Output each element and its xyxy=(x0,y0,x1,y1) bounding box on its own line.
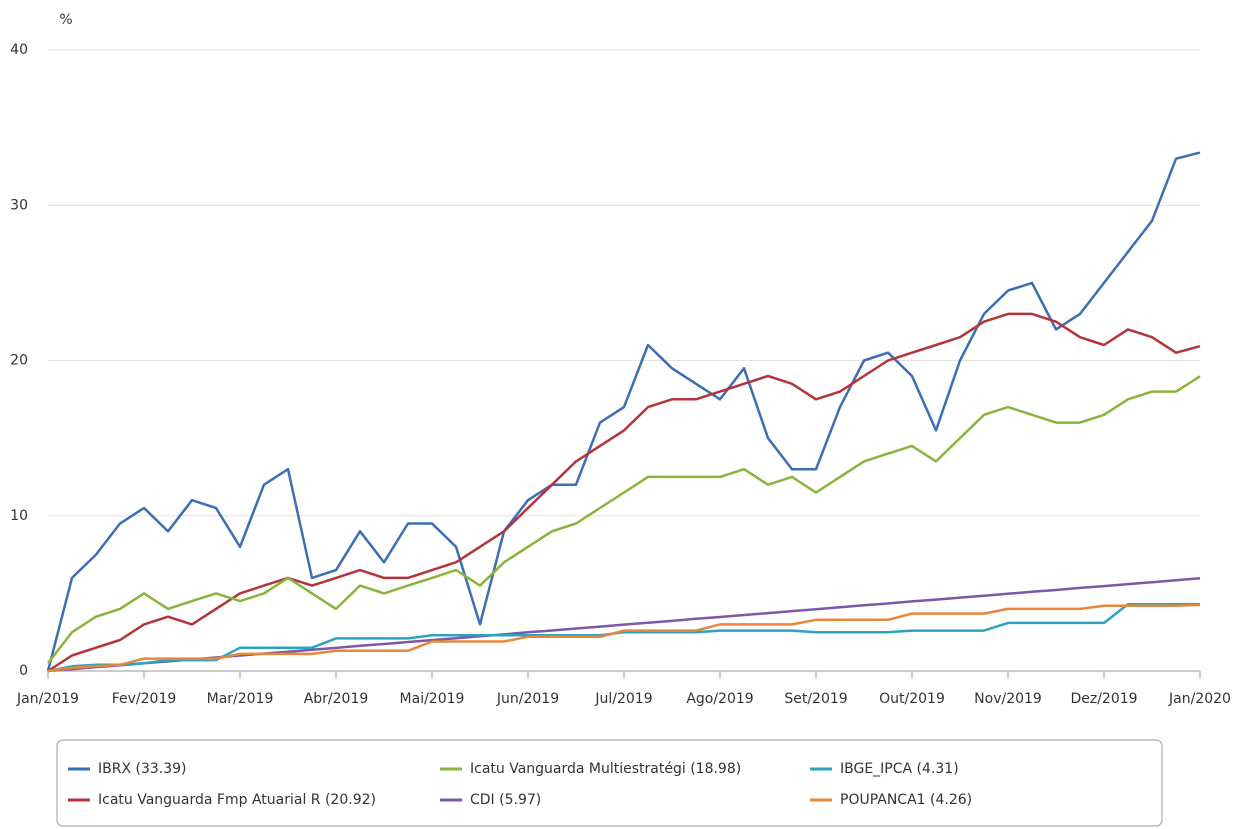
x-tick-label: Dez/2019 xyxy=(1070,691,1137,707)
series-line xyxy=(47,375,1201,664)
legend-label: Icatu Vanguarda Multiestratégi (18.98) xyxy=(470,761,741,777)
y-tick-label: 40 xyxy=(10,42,28,58)
series-line xyxy=(46,151,1201,672)
legend-label: CDI (5.97) xyxy=(470,792,541,808)
series-line xyxy=(47,577,1201,673)
y-tick-label: 30 xyxy=(10,197,28,213)
series-line xyxy=(47,603,1201,673)
x-tick-label: Jan/2019 xyxy=(16,691,79,707)
x-tick-label: Jul/2019 xyxy=(594,691,652,707)
legend-label: IBRX (33.39) xyxy=(98,761,187,777)
x-tick-label: Set/2019 xyxy=(784,691,847,707)
y-axis-label: % xyxy=(59,12,72,28)
x-tick-label: Jan/2020 xyxy=(1168,691,1231,707)
x-tick-label: Nov/2019 xyxy=(974,691,1042,707)
x-tick-label: Mar/2019 xyxy=(207,691,274,707)
x-tick-label: Ago/2019 xyxy=(686,691,753,707)
x-tick-label: Out/2019 xyxy=(879,691,945,707)
legend-label: Icatu Vanguarda Fmp Atuarial R (20.92) xyxy=(98,792,376,808)
y-tick-label: 0 xyxy=(19,663,28,679)
legend-label: IBGE_IPCA (4.31) xyxy=(840,761,959,777)
series-line xyxy=(47,602,1201,673)
legend-label: POUPANCA1 (4.26) xyxy=(840,792,972,808)
legend-box xyxy=(56,739,1163,827)
y-tick-label: 20 xyxy=(10,353,28,369)
x-tick-label: Mai/2019 xyxy=(400,691,465,707)
y-tick-label: 10 xyxy=(10,508,28,524)
x-tick-label: Jun/2019 xyxy=(496,691,559,707)
series-line xyxy=(47,312,1201,673)
x-tick-label: Abr/2019 xyxy=(304,691,369,707)
x-tick-label: Fev/2019 xyxy=(112,691,177,707)
